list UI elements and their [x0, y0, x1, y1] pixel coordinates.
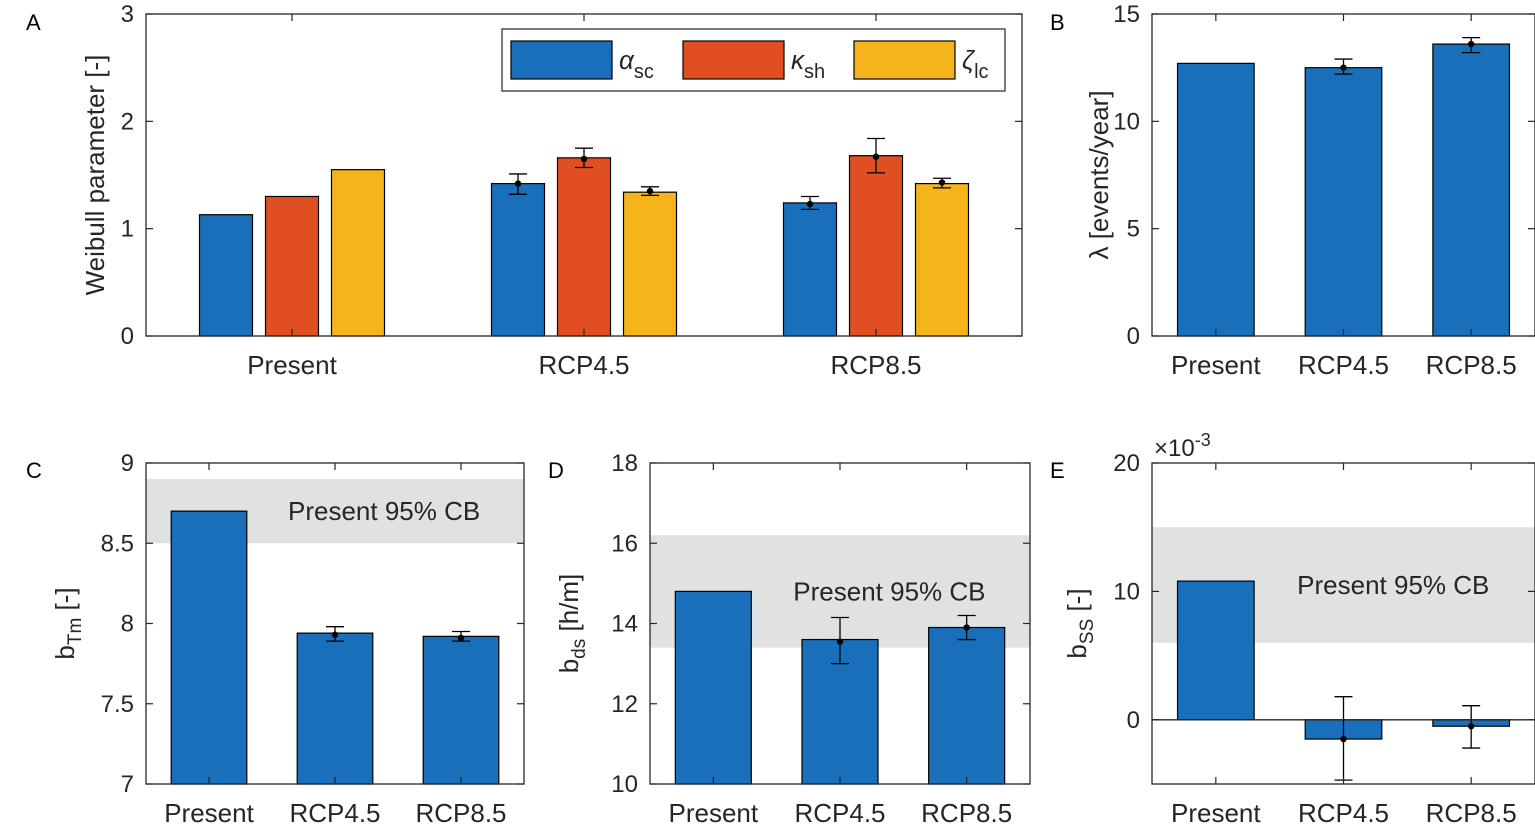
bar-RCP4.5-mean-marker	[1340, 64, 1347, 71]
category-label-Present: Present	[669, 798, 759, 826]
bar-κ_sh-Present	[264, 195, 320, 337]
bar-κ_sh-RCP4.5-mean-marker	[580, 155, 588, 163]
bar-RCP8.5	[1432, 43, 1511, 337]
ytick-label: 10	[611, 771, 638, 798]
ytick-label: 0	[121, 323, 134, 350]
legend-swatch-α_sc	[510, 40, 613, 80]
ytick-label: 0	[1127, 323, 1140, 350]
bar-ζ_lc-RCP4.5-mean-marker	[646, 187, 654, 195]
panel-A: A 0 1 2 3 Present RCP4.5 RCP8.5 Weibull paramete…	[26, 1, 1023, 380]
category-label-RCP8.5: RCP8.5	[921, 798, 1012, 826]
ytick-label: 15	[1113, 1, 1140, 28]
ytick-label: 14	[611, 611, 638, 638]
bar-RCP4.5-mean-marker	[836, 638, 844, 645]
bar-ζ_lc-RCP8.5	[914, 182, 970, 337]
bar-α_sc-RCP4.5	[490, 182, 546, 337]
category-label-Present: Present	[247, 350, 337, 380]
category-label-RCP8.5: RCP8.5	[415, 798, 506, 826]
bar-Present	[674, 590, 752, 785]
legend-swatch-κ_sh	[682, 40, 785, 80]
category-label-RCP4.5: RCP4.5	[538, 350, 629, 380]
category-label-RCP8.5: RCP8.5	[830, 350, 921, 380]
ytick-label: 1	[121, 216, 134, 243]
C-ylabel: bTm [-]	[50, 587, 86, 659]
legend-label-α_sc: αsc	[619, 45, 654, 83]
E-ylabel: bSS [-]	[1062, 588, 1098, 658]
bar-RCP8.5	[422, 635, 500, 785]
ytick-label: 16	[611, 530, 638, 557]
panel-letter-D: D	[548, 458, 564, 483]
bar-Present	[1176, 580, 1255, 721]
band-label: Present 95% CB	[793, 576, 985, 606]
bar-RCP8.5-mean-marker	[457, 634, 465, 642]
ytick-label: 8	[121, 611, 134, 638]
ytick-label: 2	[121, 108, 134, 135]
band-label: Present 95% CB	[1297, 570, 1489, 600]
ytick-label: 18	[611, 450, 638, 477]
category-label-RCP4.5: RCP4.5	[1298, 350, 1389, 380]
panel-D: D Present 95% CB 10 12 14 16 18 Present RCP4.5 RC…	[548, 450, 1031, 826]
panel-E: E Present 95% CB 0 10 20 Present RCP4.5 RCP8.5 ×…	[1050, 430, 1535, 826]
bar-κ_sh-RCP4.5	[556, 157, 612, 337]
panel-letter-B: B	[1050, 10, 1065, 35]
ytick-label: 10	[1113, 108, 1140, 135]
category-label-RCP4.5: RCP4.5	[289, 798, 380, 826]
A-ylabel: Weibull parameter [-]	[80, 55, 110, 296]
D-ylabel: bds [h/m]	[554, 574, 590, 674]
ytick-label: 7	[121, 771, 134, 798]
bar-RCP4.5-mean-marker	[331, 631, 339, 638]
panel-letter-C: C	[26, 458, 42, 483]
bar-RCP8.5	[928, 626, 1006, 785]
bar-RCP4.5-mean-marker	[1340, 735, 1347, 743]
category-label-RCP4.5: RCP4.5	[1298, 798, 1389, 826]
bar-α_sc-Present	[198, 214, 254, 337]
panel-C: C Present 95% CB 7 7.5 8 8.5 9 Present RCP4.5 RCP…	[26, 450, 525, 826]
band-label: Present 95% CB	[288, 496, 480, 526]
bar-κ_sh-RCP8.5-mean-marker	[872, 153, 880, 160]
category-label-RCP4.5: RCP4.5	[794, 798, 885, 826]
bar-RCP4.5	[1304, 67, 1383, 337]
ytick-label: 8.5	[101, 530, 134, 557]
legend-label-κ_sh: κsh	[791, 45, 825, 83]
ytick-label: 7.5	[101, 691, 134, 718]
bar-ζ_lc-RCP4.5	[622, 191, 678, 337]
panel-B: B 0 5 10 15 Present RCP4.5 RCP8.5 λ [events/year…	[1050, 1, 1535, 380]
ytick-label: 5	[1127, 216, 1140, 243]
bar-Present	[1176, 62, 1255, 337]
bar-ζ_lc-Present	[330, 169, 386, 337]
bar-ζ_lc-RCP8.5-mean-marker	[938, 179, 946, 186]
legend-swatch-ζ_lc	[853, 40, 956, 80]
category-label-RCP8.5: RCP8.5	[1426, 350, 1517, 380]
bar-RCP8.5-mean-marker	[963, 624, 970, 631]
B-ylabel: λ [events/year]	[1084, 90, 1114, 259]
category-label-RCP8.5: RCP8.5	[1426, 798, 1517, 826]
category-label-Present: Present	[1171, 350, 1261, 380]
ytick-label: 20	[1113, 450, 1140, 477]
bar-RCP8.5-mean-marker	[1467, 40, 1475, 48]
legend-label-ζ_lc: ζlc	[962, 45, 989, 83]
panel-letter-A: A	[26, 10, 41, 35]
ytick-label: 12	[611, 691, 638, 718]
bar-Present	[170, 510, 248, 785]
bar-α_sc-RCP8.5-mean-marker	[806, 200, 814, 208]
panel-letter-E: E	[1050, 458, 1065, 483]
legend: αsc κsh ζlc	[501, 28, 1006, 92]
ytick-label: 10	[1113, 578, 1140, 605]
category-label-Present: Present	[1171, 798, 1261, 826]
ytick-label: 3	[121, 1, 134, 28]
bar-α_sc-RCP8.5	[782, 202, 838, 337]
category-label-Present: Present	[164, 798, 254, 826]
bar-RCP4.5	[296, 632, 374, 785]
bar-κ_sh-RCP8.5	[848, 155, 904, 337]
bar-RCP8.5-mean-marker	[1467, 723, 1475, 730]
scale-exponent: ×10-3	[1154, 430, 1211, 462]
ytick-label: 0	[1127, 707, 1140, 734]
bar-α_sc-RCP4.5-mean-marker	[514, 180, 522, 187]
ytick-label: 9	[121, 450, 134, 477]
